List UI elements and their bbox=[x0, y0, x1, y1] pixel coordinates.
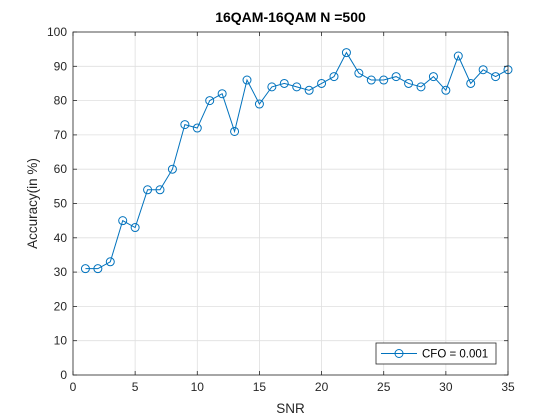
data-point bbox=[354, 68, 364, 78]
data-point bbox=[379, 75, 389, 85]
data-point bbox=[155, 185, 165, 195]
y-tick-label: 70 bbox=[54, 128, 68, 142]
y-tick-label: 100 bbox=[47, 25, 67, 39]
x-tick-label: 35 bbox=[501, 380, 515, 394]
data-point bbox=[366, 75, 376, 85]
data-point bbox=[317, 78, 327, 88]
x-tick-label: 30 bbox=[439, 380, 453, 394]
chart-title: 16QAM-16QAM N =500 bbox=[215, 9, 366, 25]
x-axis-label: SNR bbox=[276, 401, 305, 416]
data-point bbox=[93, 264, 103, 274]
y-tick-label: 10 bbox=[54, 334, 68, 348]
y-tick-label: 0 bbox=[60, 368, 67, 382]
data-point bbox=[441, 85, 451, 95]
data-point bbox=[292, 82, 302, 92]
data-point bbox=[180, 120, 190, 130]
data-point bbox=[80, 264, 90, 274]
data-point bbox=[416, 82, 426, 92]
x-tick-label: 25 bbox=[377, 380, 391, 394]
data-point bbox=[254, 99, 264, 109]
x-tick-label: 5 bbox=[132, 380, 139, 394]
x-tick-label: 20 bbox=[315, 380, 329, 394]
data-point bbox=[404, 78, 414, 88]
x-tick-label: 0 bbox=[70, 380, 77, 394]
y-tick-label: 60 bbox=[54, 162, 68, 176]
data-point bbox=[304, 85, 314, 95]
data-point bbox=[329, 72, 339, 82]
y-tick-label: 90 bbox=[54, 59, 68, 73]
legend: CFO = 0.001 bbox=[375, 342, 497, 365]
data-point bbox=[279, 78, 289, 88]
data-point bbox=[267, 82, 277, 92]
y-tick-label: 40 bbox=[54, 231, 68, 245]
data-point bbox=[105, 257, 115, 267]
data-point bbox=[428, 72, 438, 82]
y-tick-label: 80 bbox=[54, 94, 68, 108]
y-axis-label: Accuracy(in %) bbox=[25, 158, 40, 249]
legend-entry-label: CFO = 0.001 bbox=[422, 349, 488, 361]
data-point bbox=[130, 223, 140, 233]
data-point bbox=[391, 72, 401, 82]
legend-box bbox=[375, 342, 497, 365]
data-point bbox=[205, 96, 215, 106]
y-tick-label: 50 bbox=[54, 197, 68, 211]
data-point bbox=[143, 185, 153, 195]
series-layer bbox=[80, 48, 513, 274]
data-point bbox=[192, 123, 202, 133]
data-point bbox=[230, 126, 240, 136]
axis-ticks: 0 5 10 15 20 25 30 35 0 10 20 30 40 50 60 70 80 90 100 bbox=[47, 25, 515, 394]
data-point bbox=[217, 89, 227, 99]
data-point bbox=[478, 65, 488, 75]
data-point bbox=[341, 48, 351, 58]
data-point bbox=[242, 75, 252, 85]
y-tick-label: 20 bbox=[54, 299, 68, 313]
x-tick-label: 15 bbox=[253, 380, 267, 394]
data-point bbox=[118, 216, 128, 226]
legend-marker bbox=[394, 349, 404, 358]
y-tick-label: 30 bbox=[54, 265, 68, 279]
data-point bbox=[453, 51, 463, 61]
data-point bbox=[167, 164, 177, 174]
x-tick-label: 10 bbox=[191, 380, 205, 394]
data-point bbox=[491, 72, 501, 82]
data-point bbox=[466, 78, 476, 88]
